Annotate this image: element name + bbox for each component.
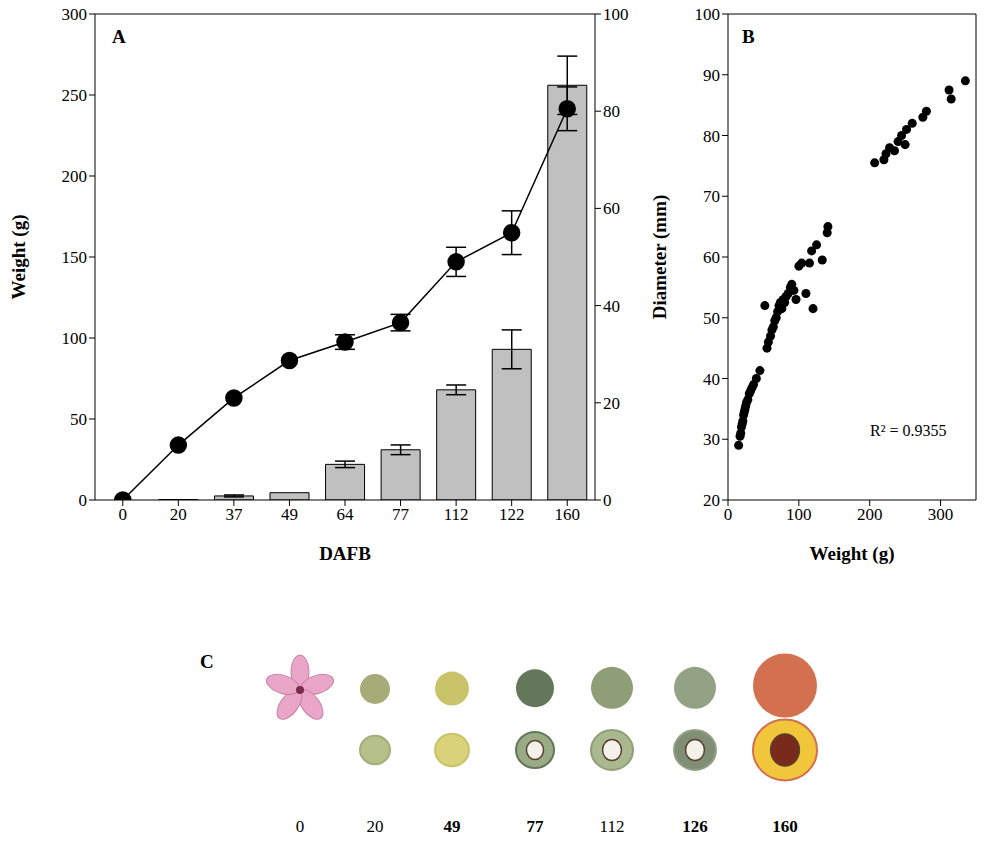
svg-text:0: 0 bbox=[296, 817, 305, 836]
svg-text:300: 300 bbox=[928, 505, 954, 524]
svg-text:250: 250 bbox=[62, 86, 88, 105]
svg-text:Weight (g): Weight (g) bbox=[810, 543, 895, 565]
svg-text:77: 77 bbox=[527, 817, 545, 836]
svg-text:112: 112 bbox=[444, 505, 469, 524]
svg-text:20: 20 bbox=[603, 394, 620, 413]
svg-text:200: 200 bbox=[857, 505, 883, 524]
svg-text:80: 80 bbox=[703, 127, 720, 146]
svg-text:20: 20 bbox=[703, 491, 720, 510]
svg-text:Diameter (mm): Diameter (mm) bbox=[649, 195, 671, 320]
svg-text:0: 0 bbox=[119, 505, 128, 524]
svg-text:300: 300 bbox=[62, 5, 88, 24]
svg-text:100: 100 bbox=[695, 5, 721, 24]
svg-text:50: 50 bbox=[70, 410, 87, 429]
svg-text:30: 30 bbox=[703, 430, 720, 449]
svg-text:40: 40 bbox=[603, 297, 620, 316]
svg-text:77: 77 bbox=[392, 505, 410, 524]
svg-text:49: 49 bbox=[444, 817, 461, 836]
html-text:R² = 0.9355: R² = 0.9355 bbox=[870, 422, 947, 439]
svg-text:0: 0 bbox=[603, 491, 612, 510]
svg-text:60: 60 bbox=[603, 199, 620, 218]
svg-text:20: 20 bbox=[170, 505, 187, 524]
svg-text:64: 64 bbox=[337, 505, 355, 524]
svg-text:70: 70 bbox=[703, 187, 720, 206]
svg-text:150: 150 bbox=[62, 248, 88, 267]
svg-text:C: C bbox=[200, 651, 214, 672]
html-text:A: A bbox=[112, 26, 126, 47]
svg-text:160: 160 bbox=[772, 817, 798, 836]
svg-text:37: 37 bbox=[225, 505, 243, 524]
svg-text:100: 100 bbox=[62, 329, 88, 348]
svg-text:20: 20 bbox=[367, 817, 384, 836]
svg-text:50: 50 bbox=[703, 309, 720, 328]
svg-text:60: 60 bbox=[703, 248, 720, 267]
svg-text:122: 122 bbox=[499, 505, 525, 524]
svg-text:100: 100 bbox=[786, 505, 812, 524]
svg-text:200: 200 bbox=[62, 167, 88, 186]
svg-text:0: 0 bbox=[724, 505, 733, 524]
svg-text:49: 49 bbox=[281, 505, 298, 524]
svg-text:90: 90 bbox=[703, 66, 720, 85]
svg-text:80: 80 bbox=[603, 102, 620, 121]
svg-text:Weight (g): Weight (g) bbox=[8, 215, 30, 300]
svg-text:160: 160 bbox=[554, 505, 580, 524]
svg-text:0: 0 bbox=[79, 491, 88, 510]
html-text:B: B bbox=[742, 26, 755, 47]
svg-text:DAFB: DAFB bbox=[319, 543, 371, 564]
svg-text:100: 100 bbox=[603, 5, 629, 24]
svg-text:40: 40 bbox=[703, 370, 720, 389]
svg-text:126: 126 bbox=[682, 817, 708, 836]
svg-text:112: 112 bbox=[600, 817, 625, 836]
